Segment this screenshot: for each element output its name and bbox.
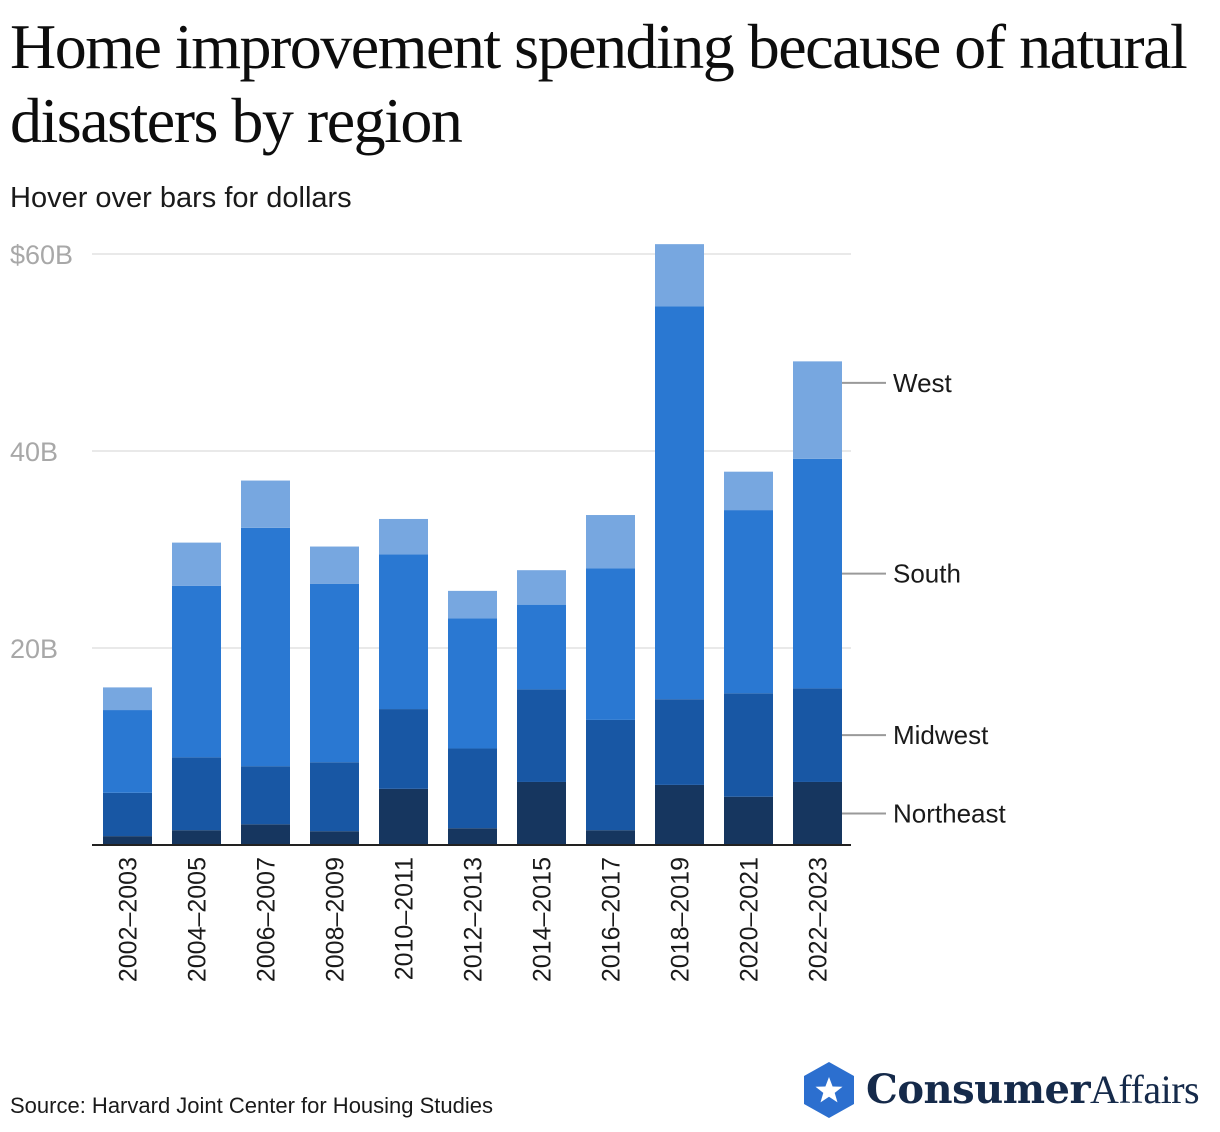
bar-midwest-2020-2021[interactable] — [724, 693, 773, 797]
bar-west-2008-2009[interactable] — [310, 546, 359, 584]
series-label-midwest: Midwest — [893, 720, 989, 750]
bar-south-2002-2003[interactable] — [103, 710, 152, 793]
brand-name-bold: Consumer — [866, 1066, 1091, 1113]
bar-midwest-2008-2009[interactable] — [310, 762, 359, 832]
bar-west-2018-2019[interactable] — [655, 244, 704, 307]
x-tick-label: 2018–2019 — [667, 857, 695, 982]
y-axis-ticks: $60B 40B 20B — [10, 240, 73, 664]
x-axis-ticks: 2002–2003 2004–2005 2006–2007 2008–2009 2010… — [115, 857, 833, 982]
bar-midwest-2012-2013[interactable] — [448, 748, 497, 829]
bar-midwest-2014-2015[interactable] — [517, 689, 566, 782]
bar-west-2022-2023[interactable] — [793, 361, 842, 459]
bar-midwest-2010-2011[interactable] — [379, 709, 428, 789]
bar-midwest-2018-2019[interactable] — [655, 699, 704, 785]
x-tick-label: 2016–2017 — [598, 857, 626, 982]
bar-northeast-2018-2019[interactable] — [655, 784, 704, 845]
bar-west-2006-2007[interactable] — [241, 480, 290, 528]
bar-midwest-2016-2017[interactable] — [586, 719, 635, 831]
series-label-west: West — [893, 368, 953, 398]
bar-midwest-2022-2023[interactable] — [793, 688, 842, 782]
x-tick-label: 2004–2005 — [184, 857, 212, 982]
x-tick-label: 2020–2021 — [736, 857, 764, 982]
bar-west-2014-2015[interactable] — [517, 570, 566, 605]
bar-south-2022-2023[interactable] — [793, 458, 842, 689]
x-tick-label: 2014–2015 — [529, 857, 557, 982]
bar-south-2012-2013[interactable] — [448, 618, 497, 749]
bar-northeast-2016-2017[interactable] — [586, 830, 635, 845]
bar-northeast-2006-2007[interactable] — [241, 824, 290, 845]
x-tick-label: 2012–2013 — [460, 857, 488, 982]
star-hexagon-icon — [804, 1062, 854, 1118]
source-note: Source: Harvard Joint Center for Housing… — [10, 1093, 494, 1118]
bar-west-2004-2005[interactable] — [172, 542, 221, 586]
consumer-affairs-logo[interactable]: ConsumerAffairs — [800, 1060, 1212, 1120]
bar-northeast-2002-2003[interactable] — [103, 836, 152, 845]
x-tick-label: 2002–2003 — [115, 857, 143, 982]
bar-south-2020-2021[interactable] — [724, 510, 773, 694]
series-label-northeast: Northeast — [893, 798, 1006, 828]
bar-northeast-2020-2021[interactable] — [724, 796, 773, 845]
x-tick-label: 2008–2009 — [322, 857, 350, 982]
bar-south-2006-2007[interactable] — [241, 527, 290, 767]
bar-south-2014-2015[interactable] — [517, 604, 566, 690]
bar-northeast-2014-2015[interactable] — [517, 781, 566, 845]
brand-name-light: Affairs — [1090, 1067, 1200, 1112]
bar-south-2018-2019[interactable] — [655, 306, 704, 700]
bar-south-2016-2017[interactable] — [586, 568, 635, 720]
bar-northeast-2010-2011[interactable] — [379, 788, 428, 845]
x-tick-label: 2010–2011 — [391, 857, 419, 980]
x-tick-label: 2006–2007 — [253, 857, 281, 982]
bar-west-2010-2011[interactable] — [379, 518, 428, 555]
bar-south-2008-2009[interactable] — [310, 583, 359, 763]
bar-northeast-2008-2009[interactable] — [310, 831, 359, 845]
series-label-south: South — [893, 559, 961, 589]
bar-west-2016-2017[interactable] — [586, 515, 635, 569]
bar-west-2020-2021[interactable] — [724, 471, 773, 511]
chart-subtitle: Hover over bars for dollars — [10, 182, 352, 214]
bar-midwest-2002-2003[interactable] — [103, 792, 152, 837]
series-labels: Northeast Midwest South West — [842, 368, 1006, 828]
y-tick-label: $60B — [10, 240, 73, 270]
bar-midwest-2004-2005[interactable] — [172, 757, 221, 831]
bar-northeast-2022-2023[interactable] — [793, 781, 842, 845]
bar-northeast-2012-2013[interactable] — [448, 828, 497, 845]
bar-northeast-2004-2005[interactable] — [172, 830, 221, 845]
y-tick-label: 40B — [10, 437, 58, 467]
bars — [103, 244, 842, 845]
bar-south-2004-2005[interactable] — [172, 585, 221, 758]
bar-midwest-2006-2007[interactable] — [241, 766, 290, 825]
brand-wordmark: ConsumerAffairs — [866, 1064, 1200, 1116]
bar-west-2012-2013[interactable] — [448, 590, 497, 619]
bar-south-2010-2011[interactable] — [379, 554, 428, 710]
chart-title: Home improvement spending because of nat… — [10, 11, 1188, 156]
bar-west-2002-2003[interactable] — [103, 687, 152, 711]
y-tick-label: 20B — [10, 634, 58, 664]
x-tick-label: 2022–2023 — [805, 857, 833, 982]
